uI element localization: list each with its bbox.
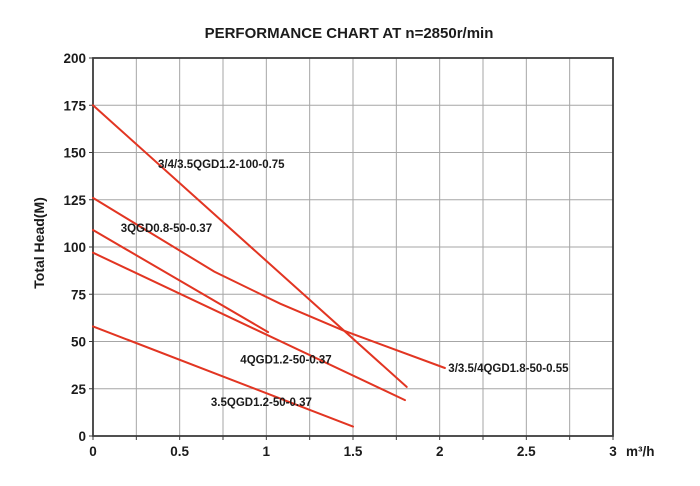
pump-curves	[92, 104, 446, 428]
x-tick-label-3: 3	[609, 444, 617, 459]
curve-3/4/3.5QGD1.2-100-0.75	[92, 104, 408, 388]
y-tick-label-125: 125	[63, 193, 86, 208]
curve-labels: 3/4/3.5QGD1.2-100-0.75 3/3.5/4QGD1.8-50-0…	[121, 159, 569, 409]
y-tick-label-50: 50	[71, 335, 86, 350]
curve-label-3/3.5/4QGD1.8-50-0.55: 3/3.5/4QGD1.8-50-0.55	[448, 363, 569, 375]
curve-4QGD1.2-50-0.37	[92, 251, 406, 402]
curve-3/3.5/4QGD1.8-50-0.55	[92, 196, 446, 369]
axis-tick-labels: 0 0.5 1 1.5 2 2.5 3 0 25 50 75 100 125 150 175 200	[63, 51, 617, 459]
curve-label-4QGD1.2-50-0.37: 4QGD1.2-50-0.37	[240, 354, 331, 366]
y-tick-label-100: 100	[63, 240, 86, 255]
x-tick-label-1: 1	[263, 444, 271, 459]
y-tick-label-200: 200	[63, 51, 86, 66]
curve-label-3QGD0.8-50-0.37: 3QGD0.8-50-0.37	[121, 223, 212, 235]
x-tick-label-2.5: 2.5	[517, 444, 536, 459]
x-tick-label-0.5: 0.5	[170, 444, 189, 459]
curve-3QGD0.8-50-0.37	[92, 229, 270, 334]
y-axis-label: Total Head(M)	[31, 197, 47, 289]
y-tick-label-0: 0	[78, 429, 86, 444]
curve-label-3/4/3.5QGD1.2-100-0.75: 3/4/3.5QGD1.2-100-0.75	[158, 159, 285, 171]
curve-3.5QGD1.2-50-0.37	[92, 325, 354, 428]
y-tick-label-175: 175	[63, 98, 86, 113]
axis-ticks	[89, 57, 614, 440]
y-tick-label-25: 25	[71, 382, 87, 397]
x-tick-label-1.5: 1.5	[344, 444, 363, 459]
plot-border	[92, 57, 614, 437]
x-axis-unit: m³/h	[626, 444, 655, 459]
chart-title: PERFORMANCE CHART AT n=2850r/min	[205, 25, 494, 42]
x-tick-label-0: 0	[89, 444, 97, 459]
plot-grid	[93, 58, 613, 436]
y-tick-label-150: 150	[63, 146, 86, 161]
curve-label-3.5QGD1.2-50-0.37: 3.5QGD1.2-50-0.37	[211, 397, 312, 409]
x-tick-label-2: 2	[436, 444, 444, 459]
y-tick-label-75: 75	[71, 287, 87, 302]
